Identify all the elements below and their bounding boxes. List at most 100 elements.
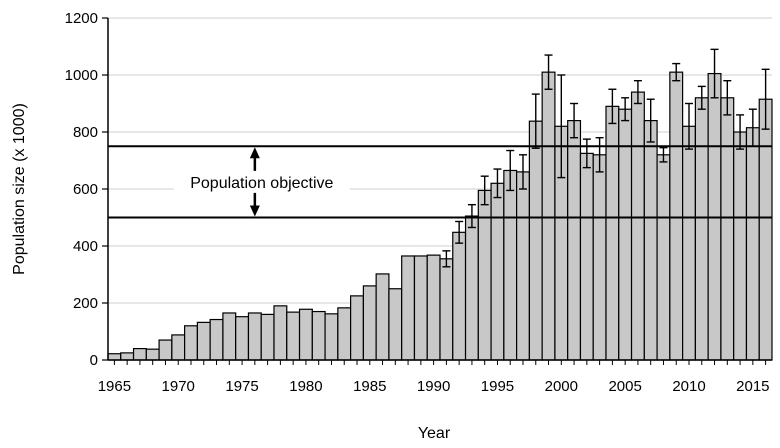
bar	[477, 189, 492, 361]
bar	[605, 105, 620, 361]
population-objective-label: Population objective	[190, 175, 333, 192]
bar	[273, 305, 288, 361]
bar	[132, 348, 147, 361]
y-tick-label: 1200	[65, 10, 98, 27]
error-bar	[506, 149, 515, 192]
y-tick-label: 400	[73, 238, 98, 255]
error-bar	[659, 146, 668, 163]
x-tick-label: 1995	[481, 378, 514, 395]
x-tick-label: 2005	[608, 378, 641, 395]
bar	[682, 125, 696, 361]
bar	[413, 255, 428, 361]
x-tick-label: 2015	[736, 378, 769, 395]
y-tick-label: 0	[90, 352, 98, 369]
arrow-head-down-icon	[249, 205, 260, 217]
bar	[656, 154, 671, 361]
bar	[503, 169, 518, 361]
error-bar	[761, 68, 770, 130]
x-tick-label: 1975	[225, 378, 258, 395]
bar	[426, 254, 441, 361]
error-bar	[672, 62, 681, 82]
error-bar	[455, 220, 464, 244]
bar	[401, 255, 416, 361]
x-tick-label: 2010	[672, 378, 705, 395]
bar	[643, 119, 658, 361]
x-tick-label: 2000	[545, 378, 578, 395]
x-axis-title: Year	[418, 425, 451, 442]
bar	[745, 127, 760, 361]
y-tick-label: 600	[73, 181, 98, 198]
bar	[516, 171, 530, 361]
x-tick-label: 1965	[98, 378, 131, 395]
reference-lines	[108, 145, 772, 219]
x-tick-labels: 1965 1970 1975 1980 1985 1990 1995 2000 2005 2010…	[98, 378, 770, 395]
error-bar	[493, 168, 502, 199]
bar	[235, 316, 250, 361]
bar	[260, 313, 275, 361]
annotation-group: Population objective	[173, 147, 350, 217]
y-tick-label: 200	[73, 295, 98, 312]
bar	[120, 352, 135, 361]
bar	[464, 215, 479, 361]
bar	[733, 131, 748, 361]
bar	[324, 313, 339, 361]
x-tick-label: 1980	[289, 378, 322, 395]
bar	[286, 311, 301, 361]
bar	[720, 97, 735, 361]
bar	[579, 152, 594, 361]
bar	[209, 318, 224, 361]
x-tick-label: 1990	[417, 378, 450, 395]
bar	[145, 348, 160, 361]
bar	[311, 310, 326, 361]
bar	[452, 231, 467, 361]
error-bar	[595, 136, 604, 173]
error-bar	[621, 97, 630, 122]
bar	[107, 353, 122, 361]
error-bar	[633, 79, 642, 105]
bar	[362, 285, 377, 361]
error-bars	[442, 48, 770, 268]
axes	[102, 17, 772, 365]
error-bar	[710, 48, 719, 99]
bar	[490, 182, 505, 361]
bars	[107, 71, 773, 361]
error-bar	[442, 250, 451, 268]
error-bar	[646, 98, 655, 143]
bar	[184, 325, 198, 361]
bar	[298, 308, 313, 361]
bar	[567, 119, 582, 361]
x-tick-label: 1985	[353, 378, 386, 395]
error-bar	[685, 102, 693, 150]
bar	[669, 71, 684, 361]
error-bar	[697, 85, 706, 110]
bar	[592, 154, 607, 361]
bar	[375, 273, 390, 361]
bar	[350, 295, 364, 361]
error-bar	[544, 54, 553, 90]
error-bar	[519, 154, 527, 190]
bar	[528, 120, 543, 361]
bar	[439, 258, 454, 361]
error-bar	[723, 79, 732, 116]
error-bar	[531, 93, 540, 149]
error-bar	[570, 102, 579, 139]
y-axis-title: Population size (x 1000)	[11, 103, 28, 275]
bar	[171, 334, 186, 361]
arrow-head-up-icon	[249, 147, 260, 159]
bar	[337, 307, 352, 361]
y-tick-label: 1000	[65, 67, 98, 84]
bar	[247, 312, 262, 361]
bar	[694, 97, 709, 361]
error-bar	[736, 114, 745, 150]
x-tick-label: 1970	[162, 378, 195, 395]
bar	[196, 321, 211, 361]
error-bar	[608, 88, 617, 125]
bar	[541, 71, 556, 361]
error-bar	[557, 74, 566, 179]
bar	[222, 312, 237, 361]
bar	[158, 339, 173, 361]
y-tick-label: 800	[73, 124, 98, 141]
bar	[630, 91, 645, 361]
error-bar	[480, 175, 489, 206]
